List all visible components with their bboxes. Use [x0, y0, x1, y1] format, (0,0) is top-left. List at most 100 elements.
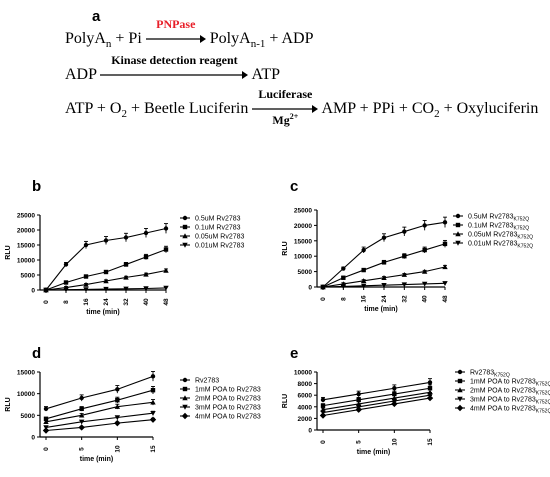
data-point	[356, 397, 361, 403]
x-tick-label: 5	[356, 440, 363, 444]
x-tick-label: 24	[381, 295, 388, 303]
data-point	[63, 262, 69, 267]
reaction-3-right-sub: 2	[434, 108, 440, 121]
data-point	[341, 275, 346, 280]
data-point	[103, 286, 109, 292]
x-tick-label: 8	[340, 297, 347, 301]
reaction-3-left: ATP + O	[65, 100, 122, 117]
y-tick-label: 0	[31, 435, 35, 442]
y-tick-label: 15000	[17, 370, 35, 377]
series-4	[43, 410, 156, 431]
legend-label: 1mM POA to Rv2783K752Q	[470, 379, 550, 388]
legend-marker	[457, 396, 463, 402]
data-point	[83, 242, 89, 248]
y-tick-label: 0	[308, 285, 312, 292]
y-axis-label: RLU	[282, 394, 289, 408]
x-tick-label: 32	[401, 295, 408, 303]
data-point	[402, 229, 407, 234]
data-point	[361, 267, 366, 273]
legend-marker	[456, 404, 464, 412]
reaction-3-enzyme: Luciferase	[258, 87, 313, 101]
data-point	[78, 419, 85, 425]
reaction-2-right: ATP	[251, 66, 280, 83]
legend-marker	[457, 378, 463, 384]
series-line	[322, 394, 431, 414]
data-point	[143, 271, 149, 277]
reaction-1-left-rest: + Pi	[111, 30, 142, 47]
y-tick-label: 10000	[294, 370, 312, 377]
data-point	[319, 412, 327, 419]
data-point	[123, 274, 129, 280]
arrow-right-icon	[252, 105, 319, 114]
reaction-2-enzyme: Kinase detection reagent	[111, 53, 238, 67]
legend-label: 0.05uM Rv2783K752Q	[468, 232, 533, 241]
data-point	[422, 247, 427, 253]
x-tick-label: 40	[422, 295, 429, 303]
data-point	[150, 388, 156, 393]
reaction-1-left: PolyA	[65, 30, 106, 47]
data-point	[163, 267, 169, 273]
y-axis-label: RLU	[282, 241, 289, 255]
data-point	[114, 419, 121, 427]
data-point	[63, 280, 69, 285]
data-point	[150, 399, 156, 405]
legend-marker	[182, 233, 188, 239]
panel-label-a: a	[92, 8, 101, 25]
legend-label: 0.5uM Rv2783	[195, 216, 241, 223]
data-point	[401, 282, 408, 288]
reaction-3-cofactor: Mg2+	[272, 112, 299, 127]
legend-label: 2mM POA to Rv2783	[195, 396, 261, 403]
data-point	[150, 410, 156, 416]
data-point	[422, 223, 427, 228]
legend-label: 0.01uM Rv2783K752Q	[468, 241, 533, 250]
legend-label: 0.1uM Rv2783K752Q	[468, 223, 529, 232]
x-axis-label: time (min)	[86, 309, 119, 316]
x-tick-label: 48	[163, 298, 170, 306]
legend-label: Rv2783	[195, 378, 219, 385]
data-point	[360, 283, 367, 289]
series-3	[320, 264, 448, 290]
legend-label: 0.01uM Rv2783	[195, 243, 245, 250]
x-axis-label: time (min)	[357, 449, 390, 456]
data-point	[114, 403, 121, 409]
y-tick-label: 25000	[294, 208, 312, 215]
reaction-2: ADP Kinase detection reagent ATP	[65, 53, 280, 84]
reaction-1-right-sub: n-1	[250, 38, 266, 51]
y-tick-label: 15000	[17, 243, 35, 250]
legend-label: 0.5uM Rv2783K752Q	[468, 214, 529, 223]
x-tick-label: 0	[320, 297, 327, 301]
y-tick-label: 10000	[17, 391, 35, 398]
y-tick-label: 15000	[294, 238, 312, 245]
data-point	[401, 271, 408, 277]
data-point	[355, 406, 362, 413]
data-point	[341, 266, 346, 271]
y-tick-label: 5000	[21, 413, 36, 420]
legend-label: 1mM POA to Rv2783	[195, 387, 261, 394]
reaction-3-left-sub: 2	[121, 108, 127, 121]
series-2	[320, 239, 448, 290]
legend-label: 0.05uM Rv2783	[195, 234, 245, 241]
data-point	[320, 397, 326, 403]
data-point	[427, 380, 433, 385]
legend-marker	[182, 377, 188, 383]
series-line	[45, 401, 154, 423]
chart-e: 0 2000 4000 6000 8000 10000 0 5 10 15 time (min) RL…	[282, 370, 550, 457]
y-tick-label: 5000	[21, 273, 36, 280]
series-line	[45, 375, 154, 410]
x-tick-label: 0	[320, 440, 327, 444]
series-3	[43, 399, 156, 425]
data-point	[442, 264, 448, 270]
data-point	[381, 275, 387, 280]
y-tick-label: 20000	[17, 228, 35, 235]
x-tick-label: 40	[143, 298, 150, 306]
legend-marker	[182, 404, 188, 410]
x-tick-label: 0	[43, 447, 50, 451]
legend-marker	[455, 231, 461, 237]
data-point	[83, 287, 89, 293]
y-tick-label: 0	[308, 428, 312, 435]
data-point	[79, 395, 84, 401]
data-point	[143, 286, 149, 292]
series-4	[43, 285, 169, 293]
legend-label: 3mM POA to Rv2783	[195, 405, 261, 412]
data-point	[442, 281, 448, 287]
